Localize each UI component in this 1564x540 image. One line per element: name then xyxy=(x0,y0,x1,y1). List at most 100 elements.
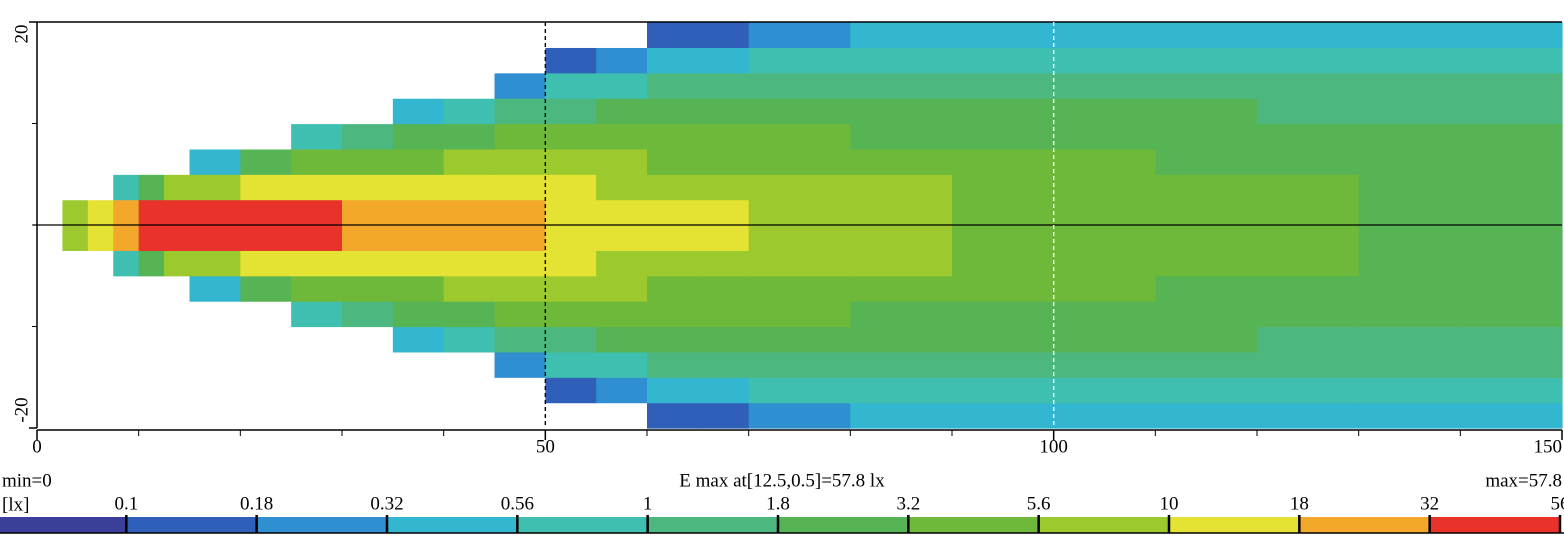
heat-cell xyxy=(87,377,114,404)
heat-cell xyxy=(494,377,546,404)
heat-cell xyxy=(1358,351,1461,378)
heat-cell xyxy=(392,47,445,74)
heat-cell xyxy=(189,47,241,74)
heat-cell xyxy=(647,351,699,378)
heat-cell xyxy=(37,22,64,48)
heat-cell xyxy=(240,326,292,353)
heat-cell xyxy=(748,326,851,353)
heat-cell xyxy=(113,301,140,328)
heat-cell xyxy=(62,22,89,48)
heat-cell xyxy=(291,275,343,302)
heat-cell xyxy=(240,174,292,201)
heat-cell xyxy=(952,72,1055,99)
heat-cell xyxy=(189,250,241,277)
heat-cell xyxy=(748,47,851,74)
heat-cell xyxy=(342,301,394,328)
heat-cell xyxy=(1257,174,1360,201)
heat-cell xyxy=(443,301,496,328)
heat-cell xyxy=(443,22,496,48)
heat-cell xyxy=(443,250,496,277)
heat-cell xyxy=(1155,148,1258,175)
heat-cell xyxy=(62,402,89,429)
heat-cell xyxy=(1155,72,1258,99)
colorbar-label: 1 xyxy=(643,493,653,514)
heat-cell xyxy=(37,301,64,328)
heat-cell xyxy=(1053,199,1156,226)
heat-cell xyxy=(164,326,191,353)
heat-cell xyxy=(189,22,241,48)
heat-cell xyxy=(138,174,165,201)
heat-cell xyxy=(494,22,546,48)
heat-cell xyxy=(952,22,1055,48)
heat-cell xyxy=(647,98,699,125)
heat-cell xyxy=(37,402,64,429)
heat-cell xyxy=(850,98,953,125)
heat-cell xyxy=(1460,326,1563,353)
heat-cell xyxy=(1155,326,1258,353)
heat-cell xyxy=(647,47,699,74)
heat-cell xyxy=(494,174,546,201)
heat-cell xyxy=(1257,275,1360,302)
heat-cell xyxy=(1257,326,1360,353)
heat-cell xyxy=(647,148,699,175)
heat-cell xyxy=(138,351,165,378)
heat-cell xyxy=(647,199,699,226)
heat-cell xyxy=(87,225,114,251)
heat-cell xyxy=(748,301,851,328)
heat-cell xyxy=(240,47,292,74)
heat-cell xyxy=(87,22,114,48)
heat-cell xyxy=(443,199,496,226)
heat-cell xyxy=(748,72,851,99)
colorbar-label: 10 xyxy=(1160,493,1179,514)
heat-cell xyxy=(1053,351,1156,378)
heat-cell xyxy=(37,199,64,226)
heat-cell xyxy=(1460,148,1563,175)
heat-cell xyxy=(37,47,64,74)
heat-cell xyxy=(1460,199,1563,226)
heat-cell xyxy=(748,402,851,429)
heat-cell xyxy=(1257,199,1360,226)
heat-cell xyxy=(62,351,89,378)
heat-cell xyxy=(545,199,597,226)
heat-cell xyxy=(697,377,750,404)
heat-cell xyxy=(62,72,89,99)
heat-cell xyxy=(494,47,546,74)
heat-cell xyxy=(494,326,546,353)
heat-cell xyxy=(1460,123,1563,150)
heat-cell xyxy=(850,22,953,48)
heat-cell xyxy=(113,326,140,353)
heat-cell xyxy=(240,148,292,175)
heat-cell xyxy=(87,174,114,201)
heat-cell xyxy=(697,301,750,328)
heat-cell xyxy=(240,275,292,302)
heat-cell xyxy=(1257,301,1360,328)
heat-cell xyxy=(443,402,496,429)
heat-cell xyxy=(37,72,64,99)
heat-cell xyxy=(748,123,851,150)
heat-cell xyxy=(1460,72,1563,99)
colorbar-label: 0.1 xyxy=(114,493,138,514)
heat-cell xyxy=(1155,199,1258,226)
heat-cell xyxy=(647,275,699,302)
heat-cell xyxy=(87,326,114,353)
heat-cell xyxy=(392,301,445,328)
heat-cell xyxy=(748,22,851,48)
heat-cell xyxy=(392,98,445,125)
heat-cell xyxy=(240,377,292,404)
heat-cell xyxy=(87,123,114,150)
heat-cell xyxy=(164,47,191,74)
heat-cell xyxy=(1460,22,1563,48)
heat-cell xyxy=(1460,377,1563,404)
colorbar-label: 56 xyxy=(1551,493,1564,514)
heat-cell xyxy=(1460,301,1563,328)
heat-cell xyxy=(113,174,140,201)
heat-cell xyxy=(62,199,89,226)
heat-cell xyxy=(697,199,750,226)
colorbar-segment xyxy=(517,517,648,533)
heat-cell xyxy=(1358,326,1461,353)
colorbar-segment xyxy=(1429,517,1560,533)
heat-cell xyxy=(443,98,496,125)
heat-cell xyxy=(392,377,445,404)
heat-cell xyxy=(1460,98,1563,125)
heat-cell xyxy=(342,47,394,74)
